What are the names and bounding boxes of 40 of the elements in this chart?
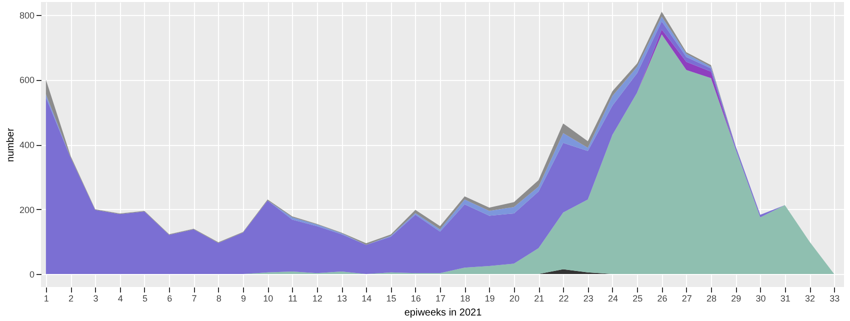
x-tick-label: 26 (657, 294, 668, 304)
x-tick-label: 13 (337, 294, 348, 304)
y-tick-label: 800 (19, 10, 34, 20)
y-tick-label: 200 (19, 204, 34, 215)
x-axis-title: epiweeks in 2021 (404, 308, 482, 318)
x-tick-label: 28 (706, 294, 716, 304)
x-tick-label: 30 (756, 294, 766, 304)
x-tick-label: 11 (288, 294, 298, 304)
x-tick-label: 16 (410, 294, 421, 304)
x-tick-label: 3 (93, 294, 98, 304)
x-tick-label: 22 (558, 294, 569, 304)
x-tick-label: 31 (780, 294, 790, 304)
x-tick-label: 33 (830, 294, 840, 304)
x-tick-label: 15 (386, 294, 396, 304)
x-tick-label: 2 (68, 294, 74, 304)
x-tick-label: 12 (312, 294, 322, 304)
y-tick-label: 600 (19, 75, 34, 86)
x-tick-label: 7 (192, 294, 197, 304)
x-tick-label: 9 (240, 294, 246, 304)
x-tick-label: 21 (534, 294, 544, 304)
y-tick-label: 400 (19, 140, 34, 150)
x-tick-label: 32 (805, 294, 816, 304)
x-tick-label: 18 (460, 294, 470, 304)
x-tick-label: 6 (167, 294, 172, 304)
x-tick-label: 17 (436, 294, 446, 304)
x-tick-label: 4 (118, 294, 123, 304)
x-tick-label: 8 (216, 294, 222, 304)
x-tick-label: 5 (142, 294, 148, 304)
x-tick-label: 19 (484, 294, 495, 304)
x-tick-label: 29 (731, 294, 742, 304)
x-tick-label: 20 (509, 294, 520, 304)
x-tick-label: 1 (44, 294, 49, 304)
x-tick-label: 24 (608, 294, 618, 304)
y-tick-label: 0 (29, 270, 34, 280)
x-tick-label: 10 (263, 294, 274, 304)
y-axis-title: number (5, 127, 16, 162)
x-tick-label: 23 (583, 294, 594, 304)
x-tick-label: 27 (682, 294, 692, 304)
x-tick-label: 25 (632, 294, 643, 304)
x-tick-label: 14 (362, 294, 372, 304)
